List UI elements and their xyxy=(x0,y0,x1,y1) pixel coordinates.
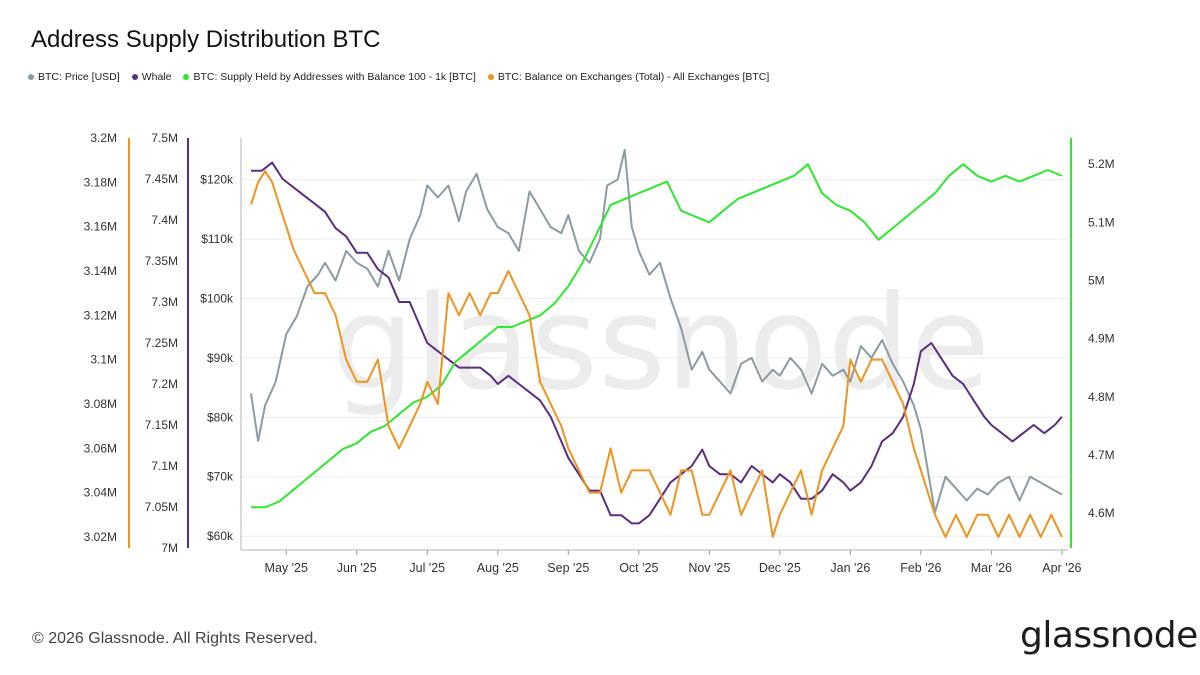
exchange-axis-tick: 3.06M xyxy=(84,441,117,455)
series-lines xyxy=(250,148,1063,538)
x-axis-tick: Oct '25 xyxy=(619,561,658,575)
legend-label-price: BTC: Price [USD] xyxy=(38,71,120,83)
whale-axis-tick: 7M xyxy=(161,541,178,555)
whale-axis-tick: 7.1M xyxy=(151,459,178,473)
legend-label-supply: BTC: Supply Held by Addresses with Balan… xyxy=(193,71,476,83)
price-axis-tick: $90k xyxy=(207,351,234,365)
chart-title: Address Supply Distribution BTC xyxy=(31,26,381,53)
x-axis-tick: Mar '26 xyxy=(971,561,1012,575)
legend-label-whale: Whale xyxy=(141,71,172,83)
x-axis-tick: Apr '26 xyxy=(1042,561,1081,575)
axes: 3.02M 3.04M 3.06M 3.08M 3.1M 3.12M 3.14M 3.16M 3… xyxy=(84,131,1115,575)
price-axis-tick: $100k xyxy=(200,291,234,305)
x-axis-tick: May '25 xyxy=(265,561,308,575)
x-axis-tick: Jul '25 xyxy=(409,561,445,575)
legend-item-whale[interactable]: Whale xyxy=(131,71,172,83)
whale-line xyxy=(251,161,1063,525)
supply-line xyxy=(251,163,1063,509)
legend-item-supply[interactable]: BTC: Supply Held by Addresses with Balan… xyxy=(183,71,476,83)
exchange-line xyxy=(250,170,1063,538)
whale-axis-tick: 7.35M xyxy=(145,254,178,268)
x-axis-tick: Aug '25 xyxy=(477,561,519,575)
supply-axis-tick: 5M xyxy=(1088,273,1105,287)
x-axis-tick: Nov '25 xyxy=(688,561,730,575)
legend-dot-exchange xyxy=(487,74,494,80)
exchange-axis-tick: 3.16M xyxy=(84,220,117,234)
supply-axis-tick: 4.9M xyxy=(1088,332,1115,346)
gridlines xyxy=(241,179,1068,537)
whale-axis-tick: 7.5M xyxy=(151,131,178,145)
legend-item-price[interactable]: BTC: Price [USD] xyxy=(28,71,120,83)
x-axis-tick: Jan '26 xyxy=(830,561,870,575)
whale-axis-tick: 7.05M xyxy=(145,500,178,514)
supply-axis-tick: 5.1M xyxy=(1088,215,1115,229)
exchange-axis-tick: 3.1M xyxy=(90,353,117,367)
legend: BTC: Price [USD] Whale BTC: Supply Held … xyxy=(28,71,769,83)
supply-axis-tick: 4.8M xyxy=(1088,390,1115,404)
whale-axis-tick: 7.4M xyxy=(151,213,178,227)
legend-item-exchange[interactable]: BTC: Balance on Exchanges (Total) - All … xyxy=(487,71,770,83)
price-axis-tick: $110k xyxy=(201,232,234,246)
legend-dot-price xyxy=(28,74,34,80)
exchange-axis-tick: 3.2M xyxy=(90,131,117,145)
x-axis-tick: Sep '25 xyxy=(547,561,589,575)
whale-axis-tick: 7.2M xyxy=(151,377,178,391)
exchange-axis-tick: 3.02M xyxy=(84,530,117,544)
legend-dot-whale xyxy=(131,74,138,80)
glassnode-logo: glassnode xyxy=(1020,615,1198,656)
x-axis-tick: Jun '25 xyxy=(337,561,377,575)
supply-axis-tick: 5.2M xyxy=(1088,157,1115,171)
whale-axis-tick: 7.25M xyxy=(145,336,178,350)
price-axis-tick: $80k xyxy=(207,410,234,424)
whale-axis-tick: 7.15M xyxy=(145,418,178,432)
price-axis-tick: $60k xyxy=(207,529,234,543)
exchange-axis-tick: 3.18M xyxy=(84,175,117,189)
exchange-axis-tick: 3.12M xyxy=(84,308,117,322)
whale-axis-tick: 7.3M xyxy=(151,295,178,309)
price-axis-tick: $120k xyxy=(200,173,234,187)
legend-label-exchange: BTC: Balance on Exchanges (Total) - All … xyxy=(497,71,770,83)
copyright-footer: © 2026 Glassnode. All Rights Reserved. xyxy=(32,630,318,647)
chart-watermark: glassnode xyxy=(332,267,990,419)
legend-dot-supply xyxy=(183,74,190,80)
exchange-axis-tick: 3.04M xyxy=(84,486,117,500)
exchange-axis-tick: 3.14M xyxy=(84,264,117,278)
price-axis-tick: $70k xyxy=(207,470,234,484)
supply-axis-tick: 4.7M xyxy=(1088,448,1115,462)
x-axis-tick: Dec '25 xyxy=(759,561,801,575)
exchange-axis-tick: 3.08M xyxy=(84,397,117,411)
whale-axis-tick: 7.45M xyxy=(145,172,178,186)
price-line xyxy=(250,148,1063,514)
x-axis-tick: Feb '26 xyxy=(900,561,941,575)
supply-axis-tick: 4.6M xyxy=(1088,506,1115,520)
